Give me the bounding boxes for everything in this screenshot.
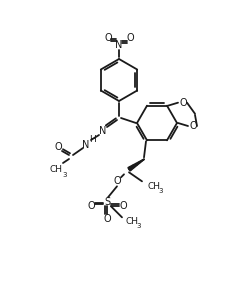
- Text: O: O: [54, 142, 62, 152]
- Text: O: O: [126, 33, 134, 43]
- Polygon shape: [128, 159, 144, 171]
- Text: O: O: [179, 98, 187, 108]
- Text: N: N: [99, 126, 107, 136]
- Text: CH: CH: [50, 164, 63, 173]
- Text: 3: 3: [63, 172, 67, 178]
- Text: CH: CH: [148, 182, 161, 191]
- Text: CH: CH: [126, 217, 139, 226]
- Text: S: S: [104, 197, 110, 207]
- Text: 3: 3: [136, 223, 141, 229]
- Text: N: N: [82, 140, 90, 150]
- Text: H: H: [90, 135, 96, 144]
- Text: O: O: [104, 33, 112, 43]
- Text: O: O: [87, 201, 95, 211]
- Text: O: O: [189, 121, 197, 131]
- Text: O: O: [113, 176, 121, 186]
- Text: O: O: [103, 214, 111, 224]
- Text: N: N: [115, 40, 123, 50]
- Text: O: O: [119, 201, 127, 211]
- Text: 3: 3: [158, 188, 163, 194]
